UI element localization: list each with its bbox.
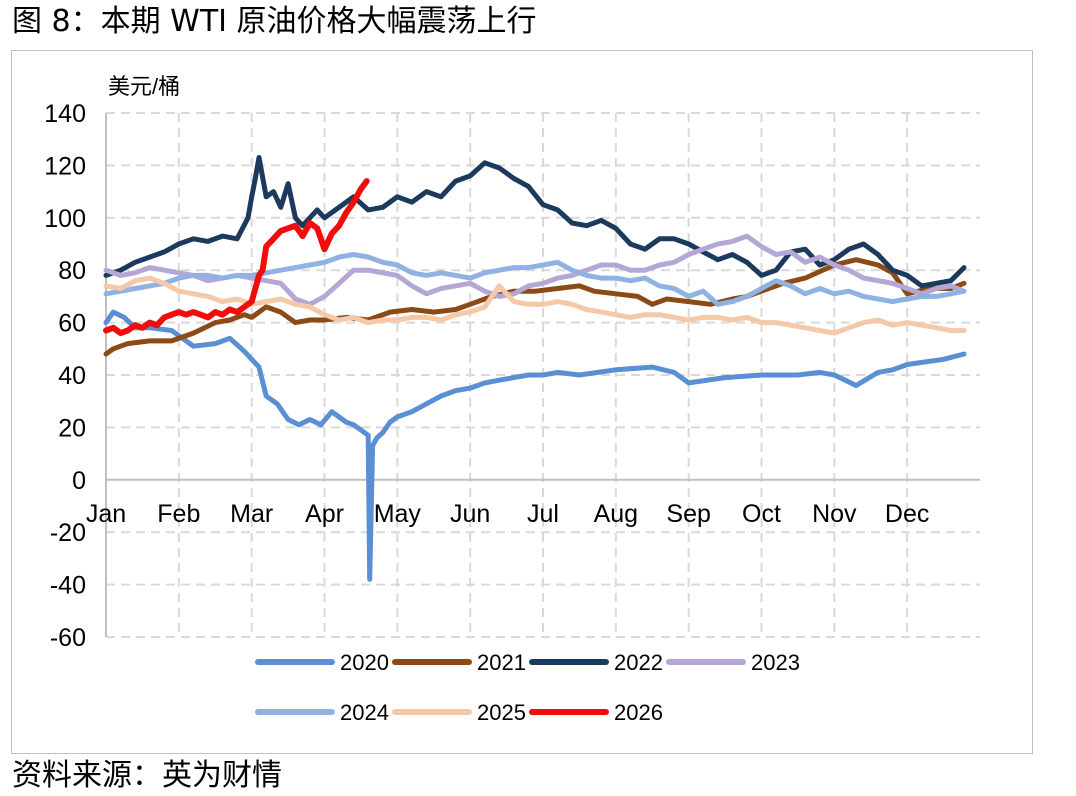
x-tick-label: Mar [230, 500, 273, 528]
y-tick-label: -60 [50, 624, 86, 652]
x-tick-label: Jul [527, 500, 559, 528]
series-line-2024 [103, 252, 967, 307]
x-tick-label: Aug [594, 500, 638, 528]
y-tick-label: -40 [50, 572, 86, 600]
x-tick-label: Dec [885, 500, 929, 528]
x-tick-label: Nov [812, 500, 857, 528]
source-note: 资料来源：英为财情 [12, 758, 282, 793]
legend-label-2020: 2020 [340, 650, 389, 675]
y-tick-label: 80 [58, 257, 86, 285]
gridlines [105, 112, 980, 638]
y-tick-label: 0 [72, 467, 86, 495]
y-tick-label: 40 [58, 362, 86, 390]
legend-label-2025: 2025 [477, 700, 526, 725]
legend-label-2023: 2023 [751, 650, 800, 675]
x-tick-label: May [374, 500, 422, 528]
y-tick-label: -20 [50, 519, 86, 547]
y-tick-label: 120 [44, 152, 86, 180]
x-tick-label: Apr [305, 500, 344, 528]
figure-title: 图 8：本期 WTI 原油价格大幅震荡上行 [12, 4, 537, 39]
series-lines [103, 155, 967, 582]
series-line-2022 [103, 155, 967, 289]
legend-label-2021: 2021 [477, 650, 526, 675]
x-tick-label: Sep [666, 500, 710, 528]
chart-frame [11, 50, 1033, 754]
y-tick-label: 140 [44, 100, 86, 128]
legend-label-2024: 2024 [340, 700, 389, 725]
series-line-2026 [103, 178, 370, 337]
y-tick-label: 100 [44, 205, 86, 233]
x-tick-label: Jan [86, 500, 126, 528]
x-tick-label: Oct [742, 500, 781, 528]
y-tick-label: 20 [58, 414, 86, 442]
legend: 2020 2021 2022 2023 2024 2025 2026 [255, 650, 800, 725]
x-axis-ticks: Jan Feb Mar Apr May Jun Jul Aug Sep Oct Nov Dec [86, 500, 930, 528]
x-tick-label: Jun [450, 500, 490, 528]
y-tick-label: 60 [58, 310, 86, 338]
legend-label-2026: 2026 [614, 700, 663, 725]
series-line-2020 [103, 309, 967, 582]
legend-label-2022: 2022 [614, 650, 663, 675]
y-axis-label: 美元/桶 [108, 74, 180, 99]
x-tick-label: Feb [157, 500, 200, 528]
y-axis-ticks: -60 -40 -20 0 20 40 60 80 100 120 140 [44, 100, 86, 652]
